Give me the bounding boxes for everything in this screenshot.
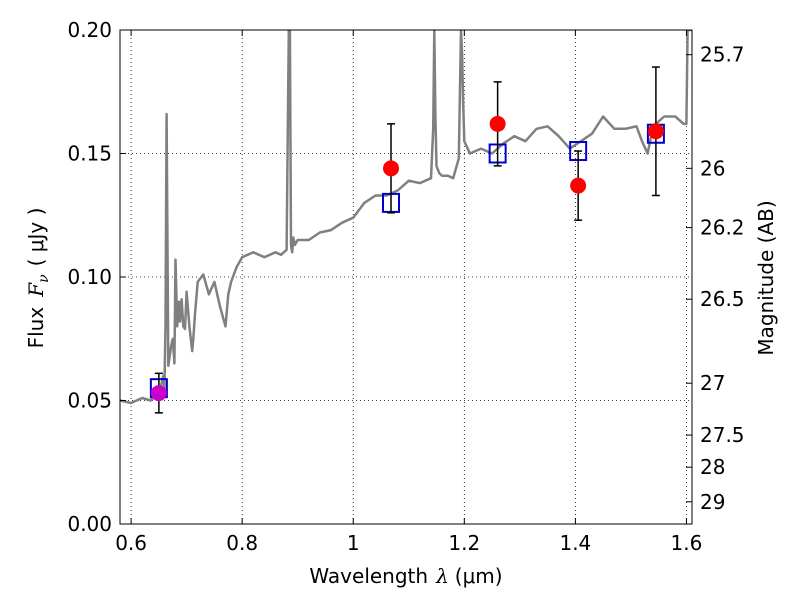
- photometry-point: [647, 123, 664, 140]
- y2-tick-label: 27.5: [700, 423, 745, 447]
- y2-tick-label: 26.2: [700, 216, 745, 240]
- x-tick-label: 0.8: [226, 531, 258, 555]
- x-axis-unit: (μm): [455, 564, 503, 588]
- photometry-point: [150, 385, 167, 402]
- y2-tick-label: 29: [700, 490, 725, 514]
- x-tick-label: 0.6: [115, 531, 147, 555]
- y-axis-title: FluxFν( μJy ): [24, 208, 52, 349]
- y-axis-subscript: ν: [36, 274, 52, 283]
- y2-tick-label: 27: [700, 371, 725, 395]
- model-sed-line: [120, 30, 692, 405]
- y2-tick-label: 25.7: [700, 43, 745, 67]
- y-tick-label: 0.20: [67, 18, 112, 42]
- data-layer: [120, 30, 692, 414]
- y2-tick-label: 28: [700, 455, 725, 479]
- x-tick-label: 1.6: [671, 531, 703, 555]
- y-tick-label: 0.05: [67, 389, 112, 413]
- y2-tick-label: 26.5: [700, 287, 745, 311]
- y-axis-unit: ( μJy ): [24, 208, 48, 267]
- x-tick-label: 1.4: [559, 531, 591, 555]
- y2-axis-title: Magnitude (AB): [754, 200, 778, 355]
- photometry-point: [489, 115, 506, 132]
- x-axis-title: Wavelength λ (μm): [309, 564, 502, 588]
- photometry-point: [570, 177, 587, 194]
- x-tick-label: 1: [347, 531, 360, 555]
- plot-frame: [119, 29, 693, 525]
- y-tick-label: 0.10: [67, 265, 112, 289]
- y-axis-symbol: F: [24, 282, 48, 298]
- grid-layer: [120, 29, 692, 525]
- tick-layer: 0.6 0.8 1 1.2 1.4 1.6 0.00 0.05 0.10 0.15 0.20 25.7…: [67, 18, 744, 555]
- x-axis-symbol: λ: [435, 564, 449, 588]
- y-tick-label: 0.00: [67, 512, 112, 536]
- y-tick-label: 0.15: [67, 142, 112, 166]
- y2-tick-label: 26: [700, 156, 725, 180]
- x-tick-label: 1.2: [448, 531, 480, 555]
- photometry-point: [383, 160, 400, 177]
